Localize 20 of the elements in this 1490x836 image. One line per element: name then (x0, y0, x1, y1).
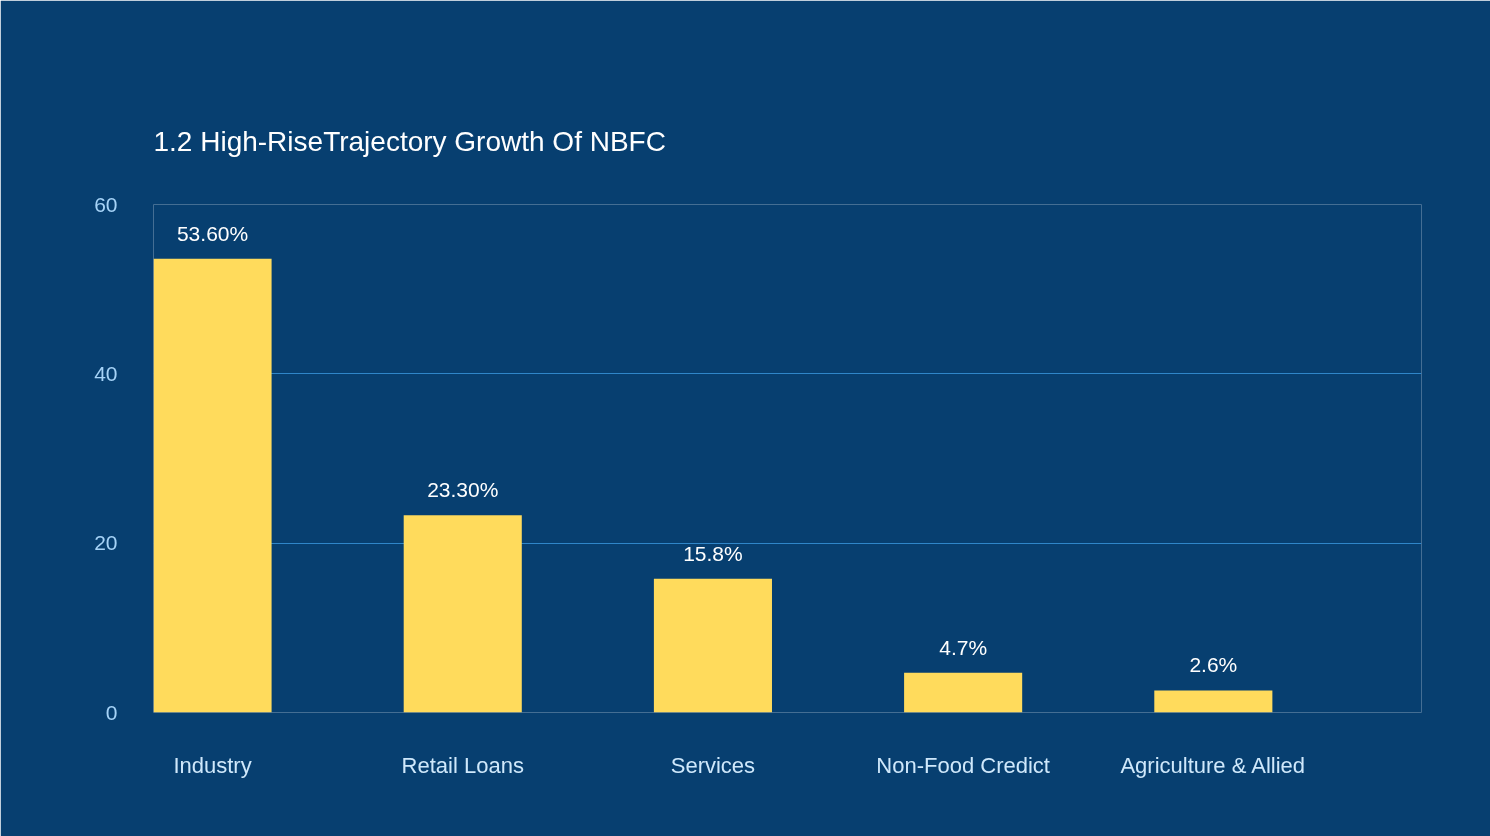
data-label: 2.6% (1189, 653, 1238, 677)
bar (1154, 690, 1273, 713)
y-tick-label: 0 (105, 700, 118, 724)
bar (904, 672, 1023, 713)
data-label: 23.30% (427, 478, 499, 502)
y-tick-label: 20 (94, 531, 118, 555)
x-tick-label: Services (670, 752, 756, 778)
bar (403, 515, 522, 713)
bar (653, 578, 772, 713)
y-tick-label: 40 (94, 361, 118, 385)
bar (153, 258, 272, 713)
chart-title: 1.2 High-RiseTrajectory Growth Of NBFC (153, 126, 666, 157)
x-tick-label: Non-Food Credict (876, 752, 1050, 778)
data-label: 15.8% (683, 541, 743, 565)
data-label: 4.7% (939, 635, 988, 659)
x-tick-label: Retail Loans (401, 752, 524, 778)
x-tick-label: Industry (173, 752, 252, 778)
data-label: 53.60% (176, 221, 249, 245)
x-tick-label: Agriculture & Allied (1120, 752, 1306, 778)
y-tick-label: 60 (94, 192, 118, 216)
